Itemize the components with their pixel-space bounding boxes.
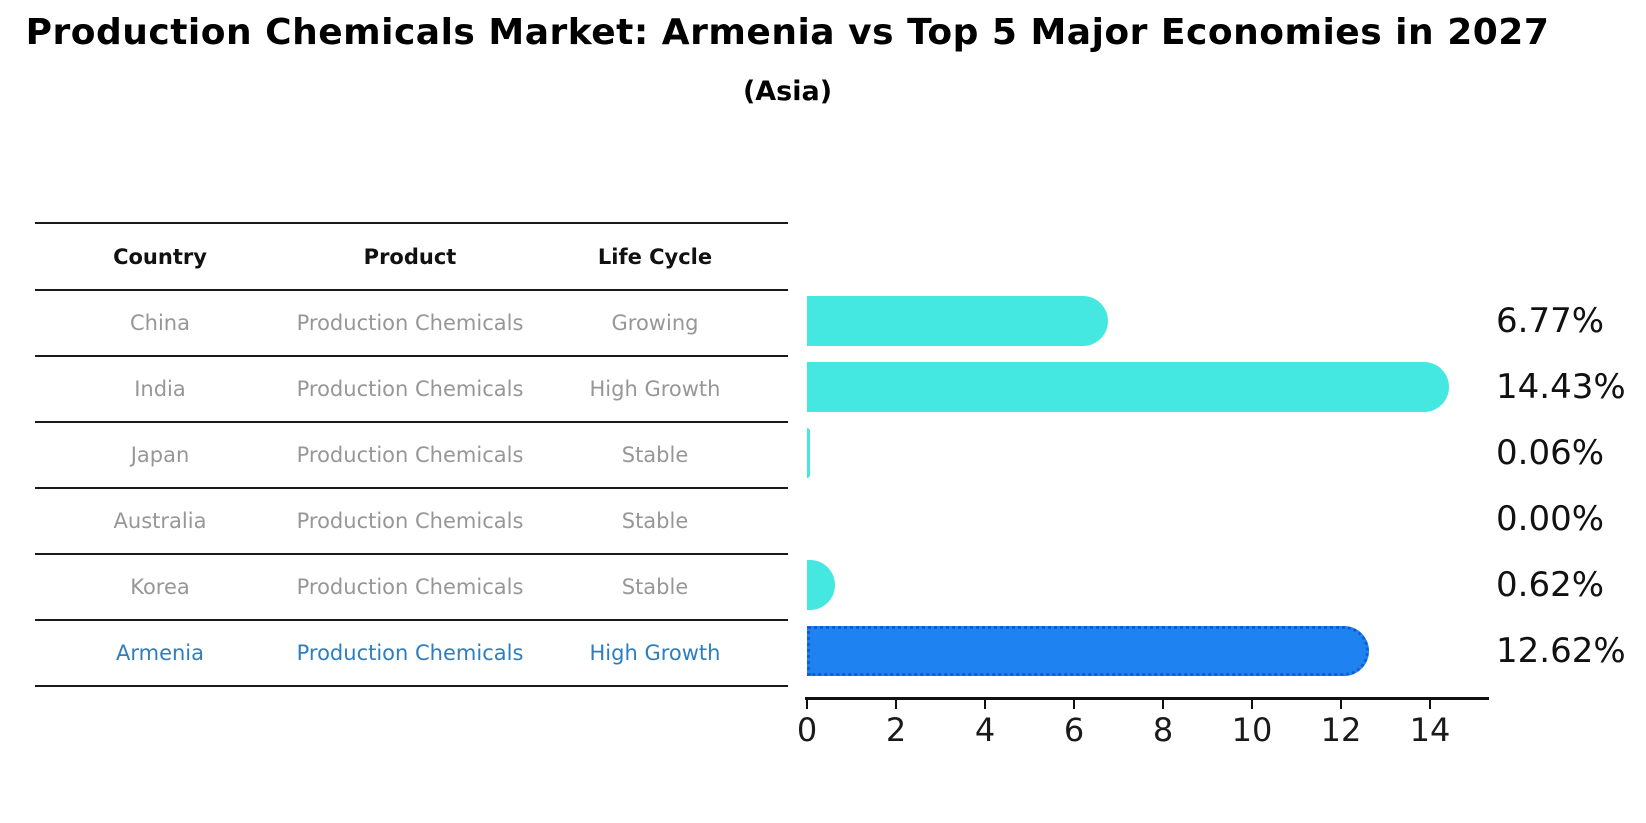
tick-mark-icon xyxy=(895,700,897,709)
cell-product: Production Chemicals xyxy=(296,377,524,401)
tick-mark-icon xyxy=(1251,700,1253,709)
cell-country: Japan xyxy=(130,443,190,467)
cell-country: Australia xyxy=(113,509,207,533)
cell-product: Production Chemicals xyxy=(296,641,524,665)
tick-mark-icon xyxy=(1429,700,1431,709)
tick-label: 8 xyxy=(1152,711,1174,749)
tick-label: 4 xyxy=(974,711,996,749)
bar-value-label-india: 14.43% xyxy=(1496,367,1626,407)
tick-label: 14 xyxy=(1409,711,1451,749)
tick-mark-icon xyxy=(806,700,808,709)
cell-life-cycle: High Growth xyxy=(589,641,721,665)
table-header-row: Country Product Life Cycle xyxy=(35,224,788,291)
tick-label: 10 xyxy=(1231,711,1273,749)
cell-life-cycle: Stable xyxy=(621,443,689,467)
column-header-country: Country xyxy=(113,244,207,269)
bar-value-label-japan: 0.06% xyxy=(1496,433,1605,473)
bar-armenia xyxy=(807,626,1369,676)
bar-value-label-armenia: 12.62% xyxy=(1496,631,1626,671)
cell-product: Production Chemicals xyxy=(296,509,524,533)
table-row-australia: Australia Production Chemicals Stable xyxy=(35,489,788,555)
tick-mark-icon xyxy=(984,700,986,709)
bar-value-label-australia: 0.00% xyxy=(1496,499,1605,539)
x-axis-line xyxy=(805,697,1489,700)
column-header-product: Product xyxy=(363,244,457,269)
table-body: China Production Chemicals Growing India… xyxy=(35,291,788,687)
bar-value-label-korea: 0.62% xyxy=(1496,565,1605,605)
tick-mark-icon xyxy=(1162,700,1164,709)
cell-life-cycle: Stable xyxy=(621,575,689,599)
bar-korea xyxy=(807,560,835,610)
column-header-life-cycle: Life Cycle xyxy=(597,244,713,269)
bar-india xyxy=(807,362,1449,412)
cell-life-cycle: Growing xyxy=(611,311,699,335)
cell-country: China xyxy=(130,311,190,335)
table-row-china: China Production Chemicals Growing xyxy=(35,291,788,357)
tick-label: 6 xyxy=(1063,711,1085,749)
bar-value-label-china: 6.77% xyxy=(1496,301,1605,341)
cell-product: Production Chemicals xyxy=(296,311,524,335)
table-row-korea: Korea Production Chemicals Stable xyxy=(35,555,788,621)
table-row-japan: Japan Production Chemicals Stable xyxy=(35,423,788,489)
cell-life-cycle: High Growth xyxy=(589,377,721,401)
cell-product: Production Chemicals xyxy=(296,443,524,467)
cell-country: India xyxy=(134,377,186,401)
cell-country: Korea xyxy=(130,575,190,599)
page-subtitle: (Asia) xyxy=(742,76,833,107)
cell-country: Armenia xyxy=(115,641,205,665)
tick-label: 12 xyxy=(1320,711,1362,749)
cell-product: Production Chemicals xyxy=(296,575,524,599)
table-row-india: India Production Chemicals High Growth xyxy=(35,357,788,423)
tick-mark-icon xyxy=(1073,700,1075,709)
tick-mark-icon xyxy=(1340,700,1342,709)
tick-label: 0 xyxy=(796,711,818,749)
table-row-armenia: Armenia Production Chemicals High Growth xyxy=(35,621,788,687)
bar-japan xyxy=(807,428,810,478)
cell-life-cycle: Stable xyxy=(621,509,689,533)
country-table: Country Product Life Cycle China Product… xyxy=(35,222,788,687)
page-title: Production Chemicals Market: Armenia vs … xyxy=(25,12,1550,53)
tick-label: 2 xyxy=(885,711,907,749)
bar-china xyxy=(807,296,1108,346)
